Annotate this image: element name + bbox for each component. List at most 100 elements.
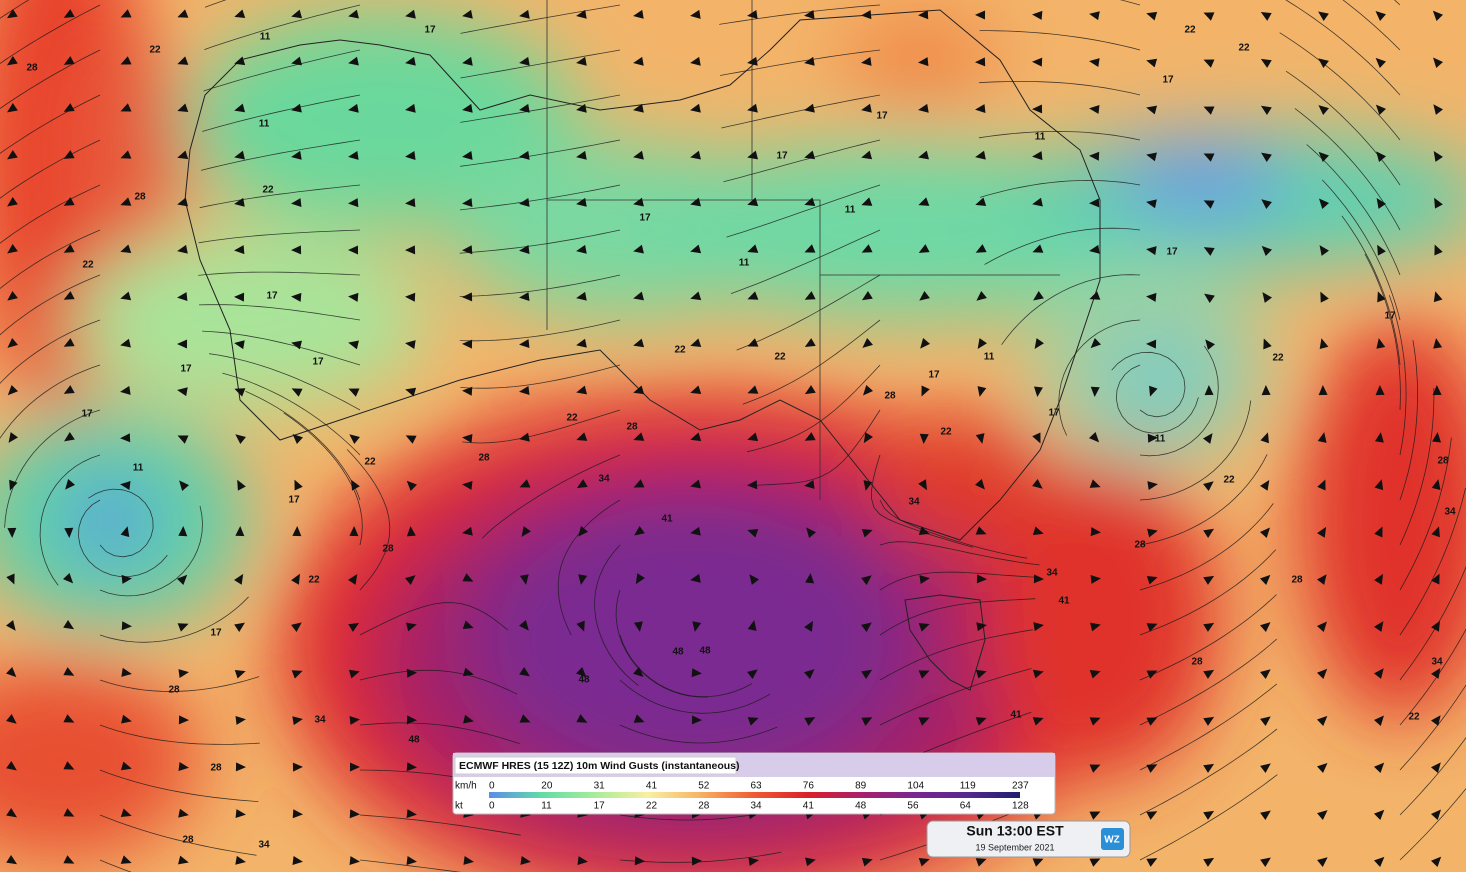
- legend-kmh-label: 52: [698, 781, 710, 792]
- streamline: [719, 4, 881, 25]
- wind-arrow: [177, 292, 188, 302]
- streamline: [1399, 628, 1466, 726]
- wind-arrow: [976, 574, 987, 584]
- wind-arrow: [1146, 199, 1157, 209]
- legend-kt-label: 11: [541, 801, 552, 812]
- wind-arrow: [291, 103, 302, 113]
- wind-arrow: [291, 340, 302, 350]
- legend-kmh-label: 63: [751, 781, 763, 792]
- wind-arrow: [863, 432, 873, 444]
- wind-arrow: [519, 386, 530, 395]
- legend-kt-label: 0: [489, 801, 495, 812]
- wind-arrow: [7, 197, 18, 207]
- streamline: [619, 679, 771, 714]
- contour-label: 17: [266, 291, 278, 302]
- legend-kt-label: 48: [855, 801, 867, 812]
- wind-arrow: [234, 388, 246, 397]
- wind-arrow: [63, 855, 75, 864]
- wind-arrow: [747, 150, 758, 160]
- wind-arrow: [63, 56, 75, 65]
- wind-arrow: [120, 338, 131, 348]
- wind-arrow: [1146, 339, 1157, 349]
- wind-arrow: [691, 668, 702, 678]
- wind-arrow: [920, 338, 931, 349]
- wind-arrow: [1260, 574, 1271, 586]
- wind-arrow: [1260, 716, 1271, 727]
- wind-arrow: [1373, 809, 1385, 821]
- wind-arrow: [1260, 857, 1271, 867]
- wind-arrow: [1146, 811, 1158, 820]
- streamline: [726, 184, 881, 238]
- wind-arrow: [120, 150, 132, 159]
- wind-arrow: [804, 669, 815, 680]
- legend-kmh-label: 237: [1012, 781, 1029, 792]
- wind-arrow: [1431, 526, 1440, 538]
- wind-arrow: [918, 479, 927, 491]
- legend-kmh-label: 104: [907, 781, 924, 792]
- time-box-bg: [926, 820, 1131, 858]
- streamline: [459, 229, 621, 254]
- wind-arrow: [462, 245, 473, 255]
- wind-arrow: [919, 575, 930, 585]
- streamline: [1139, 683, 1278, 771]
- wind-arrow: [292, 762, 303, 772]
- wind-arrow: [7, 290, 18, 301]
- wind-arrow: [64, 432, 75, 442]
- contour-label: 28: [168, 685, 180, 696]
- wind-arrow: [63, 761, 75, 770]
- wind-arrow: [975, 669, 987, 679]
- wind-arrow: [1317, 432, 1327, 443]
- wind-arrow: [65, 479, 76, 490]
- wind-arrow: [1203, 575, 1215, 585]
- streamline: [1139, 454, 1268, 546]
- streamline: [619, 634, 753, 698]
- wind-arrow: [918, 526, 930, 536]
- wind-arrow: [1203, 810, 1215, 820]
- wind-arrow: [406, 715, 417, 725]
- wind-arrow: [576, 56, 587, 66]
- wind-arrow: [576, 197, 587, 207]
- wind-arrow: [405, 387, 417, 397]
- contour-label: 28: [182, 835, 194, 846]
- wind-arrow: [1319, 338, 1329, 350]
- wind-arrow: [804, 338, 816, 348]
- streamline: [1139, 400, 1252, 501]
- wind-arrow: [405, 575, 416, 586]
- wind-arrow: [1033, 622, 1044, 632]
- wind-arrow: [462, 667, 474, 677]
- wind-arrow: [690, 573, 701, 583]
- wind-arrow: [805, 573, 815, 584]
- wind-arrow: [918, 858, 930, 867]
- wind-arrow: [348, 340, 359, 350]
- wind-arrow: [177, 339, 188, 349]
- contour-label: 28: [1134, 540, 1146, 551]
- streamline: [1139, 549, 1277, 636]
- wind-arrow: [520, 855, 531, 865]
- wind-arrow: [405, 245, 416, 255]
- wind-arrow: [918, 670, 930, 679]
- wind-arrow: [1374, 856, 1385, 868]
- legend-kmh-label: 76: [803, 781, 815, 792]
- streamline: [0, 184, 101, 244]
- wind-arrow: [1432, 385, 1442, 396]
- streamline: [1341, 215, 1401, 366]
- contour-label: 48: [699, 646, 711, 657]
- streamline: [1399, 684, 1466, 771]
- wind-arrow: [576, 103, 587, 113]
- date-label: 19 September 2021: [975, 842, 1054, 852]
- wind-arrow: [234, 573, 244, 585]
- wind-arrow: [975, 150, 986, 160]
- wind-arrow: [1261, 245, 1273, 257]
- wind-arrow: [633, 432, 645, 441]
- streamline: [594, 544, 639, 687]
- legend-title-box: [454, 756, 737, 775]
- wind-arrow: [861, 56, 872, 66]
- streamline: [723, 139, 881, 183]
- wind-arrow: [804, 385, 816, 395]
- wind-arrow: [805, 857, 816, 867]
- wind-arrow: [576, 150, 587, 160]
- wind-arrow: [1374, 621, 1384, 632]
- wind-arrow: [1433, 57, 1444, 68]
- wind-arrow: [349, 715, 360, 725]
- legend-kt-label: 22: [646, 801, 658, 812]
